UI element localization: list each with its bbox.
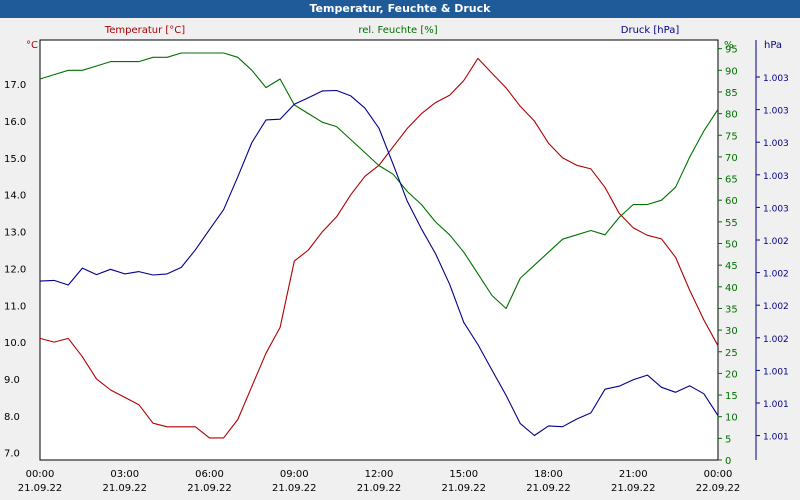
humidity-tick-label: 15: [725, 391, 738, 402]
humidity-tick-label: 85: [725, 88, 738, 99]
humidity-tick-label: 50: [725, 240, 738, 251]
pressure-tick-label: 1.001: [763, 433, 789, 443]
humidity-tick-label: 65: [725, 175, 738, 186]
x-tick-time: 21:00: [619, 469, 648, 480]
humidity-axis: 0 5 10 15 20 25 30 35 40 45 50 55 60 65 70 75 80 85 90 95: [718, 45, 738, 467]
chart-canvas: 7.0 8.0 9.0 10.0 11.0 12.0 13.0 14.0 15.0 16.0 17.…: [4, 25, 789, 494]
temperature-axis-label: Temperatur [°C]: [104, 25, 185, 36]
x-tick-time: 06:00: [195, 469, 224, 480]
temperature-tick-label: 17.0: [4, 80, 26, 91]
temperature-axis: 7.0 8.0 9.0 10.0 11.0 12.0 13.0 14.0 15.0 16.0 17.…: [4, 80, 26, 459]
pressure-tick-label: 1.002: [763, 302, 789, 312]
x-tick-date: 21.09.22: [18, 483, 63, 494]
x-tick-time: 15:00: [449, 469, 478, 480]
humidity-tick-label: 45: [725, 261, 738, 272]
temperature-tick-label: 9.0: [4, 375, 20, 386]
humidity-series-line: [39, 52, 719, 310]
humidity-tick-label: 10: [725, 413, 738, 424]
series-layer: [39, 52, 719, 439]
humidity-tick-label: 0: [725, 456, 731, 467]
plot-area: [39, 39, 719, 461]
pressure-series-line: [39, 89, 719, 437]
pressure-tick-label: 1.003: [763, 139, 789, 149]
humidity-tick-label: 35: [725, 304, 738, 315]
humidity-tick-label: 5: [725, 434, 731, 445]
pressure-tick-label: 1.003: [763, 172, 789, 182]
pressure-unit-label: hPa: [764, 40, 782, 51]
pressure-tick-label: 1.002: [763, 237, 789, 247]
x-tick-date: 21.09.22: [187, 483, 232, 494]
axis-labels: Temperatur [°C] rel. Feuchte [%] Druck [hP…: [26, 25, 782, 51]
humidity-tick-label: 20: [725, 369, 738, 380]
humidity-tick-label: 60: [725, 196, 738, 207]
temperature-tick-label: 8.0: [4, 412, 20, 423]
x-tick-date: 22.09.22: [696, 483, 741, 494]
humidity-tick-label: 90: [725, 66, 738, 77]
x-tick-time: 00:00: [26, 469, 55, 480]
humidity-tick-label: 30: [725, 326, 738, 337]
temperature-tick-label: 10.0: [4, 338, 26, 349]
temperature-tick-label: 15.0: [4, 154, 26, 165]
pressure-axis-label: Druck [hPa]: [621, 25, 680, 36]
x-tick-date: 21.09.22: [102, 483, 147, 494]
x-tick-date: 21.09.22: [272, 483, 317, 494]
x-tick-time: 09:00: [280, 469, 309, 480]
pressure-tick-label: 1.001: [763, 400, 789, 410]
pressure-tick-label: 1.002: [763, 270, 789, 280]
x-tick-time: 03:00: [110, 469, 139, 480]
x-tick-time: 12:00: [365, 469, 394, 480]
pressure-tick-label: 1.003: [763, 74, 789, 84]
chart-title: Temperatur, Feuchte & Druck: [0, 0, 800, 18]
humidity-tick-label: 40: [725, 283, 738, 294]
humidity-tick-label: 95: [725, 45, 738, 56]
x-tick-date: 21.09.22: [441, 483, 486, 494]
temperature-unit-label: °C: [26, 40, 38, 51]
humidity-tick-label: 25: [725, 348, 738, 359]
temperature-tick-label: 11.0: [4, 301, 26, 312]
pressure-tick-label: 1.001: [763, 367, 789, 377]
temperature-tick-label: 14.0: [4, 191, 26, 202]
humidity-axis-label: rel. Feuchte [%]: [358, 25, 437, 36]
plot-background: [39, 39, 719, 461]
pressure-axis: 1.003 1.003 1.003 1.003 1.003 1.002 1.002 1.002…: [755, 40, 789, 460]
time-axis: 00:00 21.09.22 03:00 21.09.22 06:00 21.09.22 0…: [18, 469, 741, 494]
pressure-tick-label: 1.002: [763, 335, 789, 345]
temperature-tick-label: 13.0: [4, 228, 26, 239]
x-tick-date: 21.09.22: [526, 483, 571, 494]
humidity-tick-label: 75: [725, 131, 738, 142]
x-tick-time: 18:00: [534, 469, 563, 480]
x-tick-time: 00:00: [704, 469, 733, 480]
humidity-unit-label: %: [724, 40, 734, 51]
x-tick-date: 21.09.22: [357, 483, 402, 494]
humidity-tick-label: 80: [725, 110, 738, 121]
temperature-tick-label: 7.0: [4, 449, 20, 460]
pressure-tick-label: 1.003: [763, 204, 789, 214]
humidity-tick-label: 55: [725, 218, 738, 229]
pressure-tick-label: 1.003: [763, 107, 789, 117]
x-tick-date: 21.09.22: [611, 483, 656, 494]
temperature-tick-label: 16.0: [4, 117, 26, 128]
temperature-tick-label: 12.0: [4, 264, 26, 275]
humidity-tick-label: 70: [725, 153, 738, 164]
